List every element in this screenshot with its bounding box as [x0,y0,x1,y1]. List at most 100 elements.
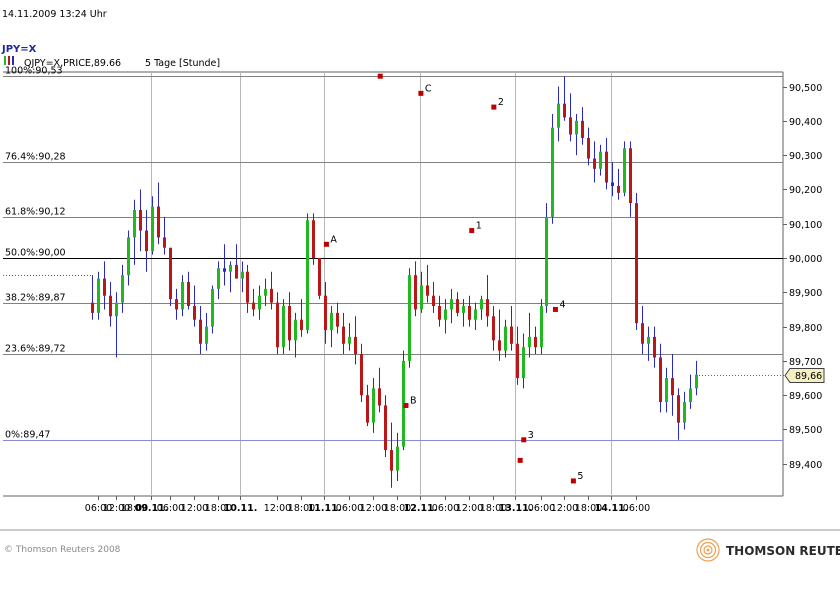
ohlc-bar [258,285,261,320]
bar-body [587,137,590,159]
bar-body [235,264,238,279]
ohlc-bar [462,299,465,327]
y-axis-tick-label: 90,500 [789,83,822,94]
x-axis-tick-label: 06:00 [432,503,459,514]
bar-body [384,405,387,451]
ohlc-bar [169,247,172,307]
bar-body [677,395,680,423]
fib-level-label: 100%:90,53 [5,66,63,77]
legend-up-swatch [4,56,6,65]
bar-body [306,220,309,331]
ohlc-bar [300,299,303,337]
y-axis-tick-label: 89,400 [789,460,822,471]
ohlc-bar [241,261,244,293]
ohlc-bar [671,354,674,416]
bar-body [330,312,333,331]
bar-body [480,299,483,310]
bar-body [522,347,525,379]
pattern-marker [403,402,409,408]
bar-body [378,388,381,406]
ohlc-bar [534,326,537,355]
x-axis-tick-label: 18:00 [288,503,315,514]
bar-body [510,326,513,344]
ohlc-bar [145,209,148,272]
ohlc-bar [121,264,124,313]
ohlc-bar [605,137,608,190]
bar-body [563,103,566,118]
series-legend: QJPY=X,PRICE,89.66 5 Tage [Stunde] [4,56,220,69]
bar-body [474,309,477,320]
bar-body [252,302,255,310]
pattern-marker-label: 2 [498,97,504,108]
bar-body [151,206,154,252]
bar-body [97,278,100,313]
ohlc-bar [426,264,429,303]
ohlc-bar [312,213,315,265]
x-axis-tick-label: 11.11. [308,503,342,514]
bar-body [91,302,94,313]
ohlc-bar [420,271,423,313]
bar-body [354,336,357,355]
ohlc-bar [635,192,638,331]
bar-body [462,306,465,313]
bar-body [205,326,208,344]
bar-body [133,209,136,238]
bar-body [599,151,602,169]
ohlc-bar [575,113,578,156]
ohlc-bar [677,388,680,440]
ohlc-bar [378,367,381,413]
x-axis-tick-label: 06:00 [528,503,555,514]
bar-body [318,258,321,296]
ohlc-bar [384,395,387,457]
ohlc-bar [181,275,184,317]
bar-body [683,402,686,423]
ohlc-bar [372,378,375,433]
bar-body [193,306,196,320]
bar-body [396,446,399,471]
bar-body [647,336,650,344]
bar-body [372,388,375,423]
bar-body [581,120,584,138]
ohlc-bar [264,278,267,307]
x-axis-tick-label: 18:00 [575,503,602,514]
bar-body [264,288,267,296]
bar-body [575,120,578,135]
y-axis-tick-label: 89,600 [789,391,822,402]
pattern-marker [570,478,576,484]
bar-body [611,182,614,186]
y-axis-tick-label: 90,300 [789,151,822,162]
ohlc-bar [348,323,351,351]
brand-text: THOMSON REUTERS [726,544,840,558]
ohlc-bar [390,422,393,488]
ohlc-bar [163,216,166,255]
ohlc-bar [139,189,142,252]
bar-body [450,299,453,310]
x-axis-tick-label: 18:00 [480,503,507,514]
bar-body [246,271,249,303]
ohlc-bar [557,86,560,142]
x-axis-tick-label: 12:00 [456,503,483,514]
legend-neutral-swatch [12,56,14,65]
ohlc-bar [611,161,614,197]
pattern-marker [552,306,558,312]
bar-body [187,282,190,307]
bar-body [366,395,369,423]
ohlc-bar [617,168,620,200]
bar-body [516,343,519,379]
bar-body [390,450,393,471]
ohlc-bar [408,268,411,368]
ohlc-bar [498,309,501,361]
pattern-marker [377,73,383,79]
bar-body [593,158,596,169]
bar-body [671,378,674,396]
y-axis-tick-label: 89,700 [789,357,822,368]
bar-body [139,209,142,231]
bar-body [288,306,291,341]
ohlc-bar [659,343,662,413]
ohlc-bar [151,196,154,255]
bar-body [276,302,279,348]
ohlc-bar [288,292,291,351]
ohlc-bar [581,107,584,145]
bar-body [545,216,548,307]
pattern-marker [323,241,329,247]
